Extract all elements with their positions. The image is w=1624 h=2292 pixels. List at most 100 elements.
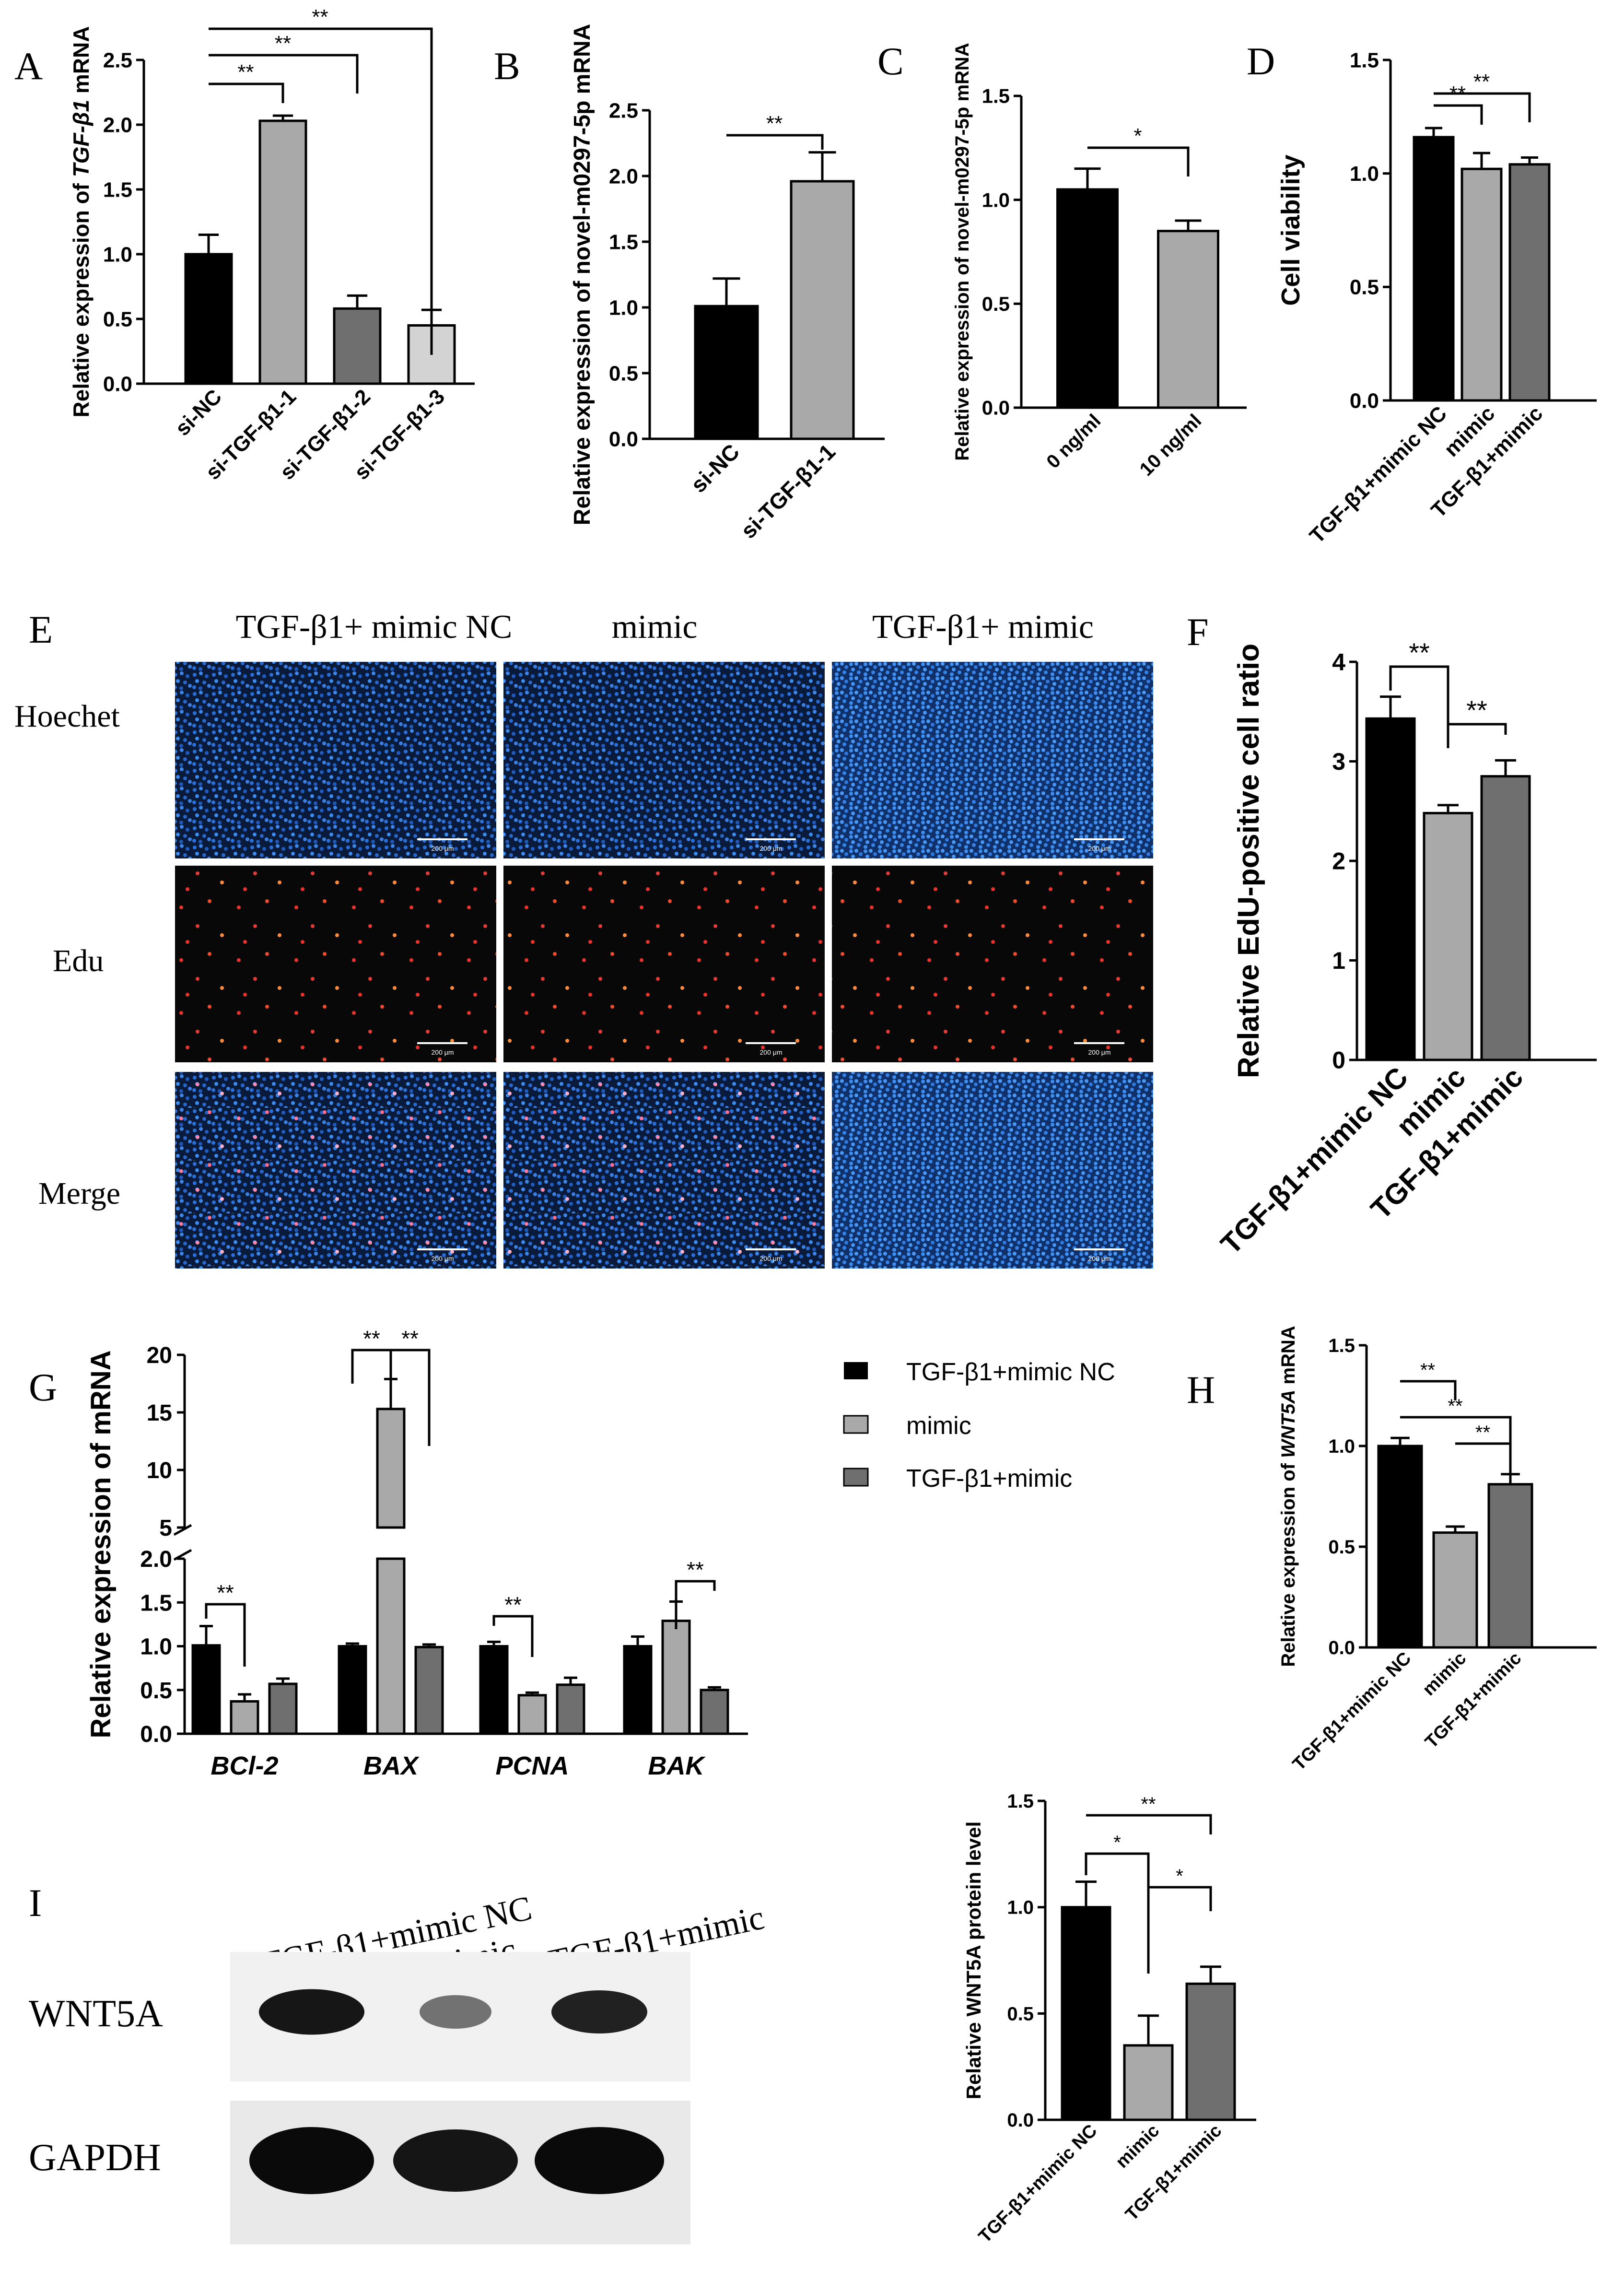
panel-letter-i: I [29,1881,42,1925]
significance-label: * [1176,1866,1183,1887]
bar-1 [1157,230,1219,409]
category-label: TGF-β1+mimic NC [1215,1061,1414,1260]
bar-1 [258,119,307,385]
bar [479,1645,509,1735]
micrograph-tile [832,662,1153,858]
y-tick-label: 2.5 [609,99,638,122]
row-label-merge: Merge [38,1176,120,1211]
significance-bracket [726,134,824,150]
significance-label: ** [1473,70,1490,94]
significance-bracket [1447,723,1507,748]
y-tick-label: 2 [1332,848,1345,875]
significance-label: ** [1475,1422,1490,1443]
chart-d: 0.0 0.5 1.0 1.5 Cell viability TGF-β1+mimic N… [1276,48,1597,548]
y-tick-label: 2.5 [103,48,132,72]
y-tick-label: 0.0 [982,397,1010,419]
edu-microscopy-panel: TGF-β1+ mimic NC mimic TGF-β1+ mimic Hoe… [14,609,1153,1269]
significance-label: ** [1409,637,1430,668]
significance-label: ** [766,112,783,135]
category-label: mimic [1419,1648,1470,1700]
y-tick-label: 0.5 [140,1678,172,1704]
significance-label: * [1133,124,1142,148]
significance-label: ** [363,1326,380,1351]
panel-letter-f: F [1187,610,1209,654]
legend-label-tgf: TGF-β1+mimic [906,1465,1072,1493]
chart-b: 0.0 0.5 1.0 1.5 2.0 2.5 Relative expression of… [570,24,885,543]
y-tick-label: 0.5 [982,293,1010,315]
significance-bracket [1148,1886,1212,1911]
y-tick-label: 2.0 [103,113,132,137]
y-tick-label: 0.5 [103,307,132,331]
blot-band [535,2127,664,2194]
category-label: 0 ng/ml [1042,410,1105,472]
scale-bar-label: 200 μm [760,1048,783,1056]
bar-0 [184,253,233,385]
significance-bracket [492,1615,534,1657]
bar-upper-segment [376,1408,406,1529]
micrograph-tile [503,866,825,1062]
category-label: TGF-β1+mimic NC [1305,401,1451,548]
chart-g: 0.0 0.5 1.0 1.5 2.0 5 10 15 20 Relative expressio… [85,1326,748,1780]
significance-label: ** [1466,695,1487,725]
micrograph-tile [503,1072,825,1269]
category-label: BAK [648,1751,706,1780]
significance-bracket [1389,665,1449,734]
blot-band [420,1995,491,2029]
category-label: BCl-2 [210,1751,278,1780]
y-axis-label-part: TGF-β1 [69,100,93,177]
bar-1 [1460,167,1503,402]
bar [556,1683,585,1735]
chart-a: 0.0 0.5 1.0 1.5 2.0 2.5 Relative expression of… [69,5,475,484]
y-tick-label: 3 [1332,748,1345,775]
legend-g: TGF-β1+mimic NC mimic TGF-β1+mimic [843,1358,1115,1493]
bar [338,1645,367,1735]
category-label: TGF-β1+mimic [1421,1648,1525,1752]
significance-bracket [205,1603,246,1667]
panel-letter-e: E [29,608,53,651]
bar-1 [1432,1531,1478,1649]
bar-2 [333,307,382,385]
bar [623,1645,653,1735]
row-label-hoechst: Hoechet [14,699,120,734]
y-axis-label: Relative expression of mRNA [85,1350,117,1738]
bar-0 [694,305,759,440]
y-axis-label: Relative expression of TGF-β1 mRNA [69,26,93,418]
significance-label: ** [1420,1360,1435,1381]
y-tick-label: 5 [159,1516,172,1541]
y-axis-label: Relative WNT5A protein level [962,1822,985,2100]
western-blot-panel: TGF-β1+mimic NC mimic TGF-β1+mimic WNT5A… [29,1889,768,2245]
panel-letter-d: D [1247,39,1275,83]
y-tick-label: 0.0 [1007,2110,1034,2131]
scale-bar-label: 200 μm [432,845,454,852]
y-tick-label: 1 [1332,947,1345,974]
bar-2 [1185,1982,1236,2121]
micrograph-tile [175,866,496,1062]
scale-bar-label: 200 μm [432,1048,454,1056]
y-axis-label: Relative expression of novel-m0297-5p mR… [952,43,973,460]
y-tick-label: 20 [147,1343,172,1368]
panel-letter-g: G [29,1365,57,1409]
significance-label: ** [1141,1794,1156,1815]
y-tick-label: 1.0 [1007,1897,1034,1918]
bar-2 [1480,775,1531,1061]
bar [661,1620,691,1735]
bar-0 [1056,188,1119,409]
band-label-gapdh: GAPDH [29,2137,161,2179]
bar [230,1700,259,1735]
axis-break-mark [173,1524,192,1536]
micrograph-tile [832,1072,1153,1269]
y-tick-label: 0.0 [140,1722,172,1747]
y-tick-label: 1.5 [140,1590,172,1616]
y-tick-label: 0.0 [609,427,638,451]
y-tick-label: 0.5 [609,362,638,385]
category-label: si-NC [686,439,744,497]
significance-bracket [1455,1442,1512,1458]
scale-bar-label: 200 μm [432,1255,454,1262]
bar-1 [1123,2044,1174,2121]
micrograph-tile [175,662,496,858]
bar-lower-segment [376,1557,406,1735]
y-tick-label: 1.0 [1350,162,1379,186]
category-label: mimic [1112,2121,1163,2172]
y-tick-label: 15 [147,1400,172,1426]
